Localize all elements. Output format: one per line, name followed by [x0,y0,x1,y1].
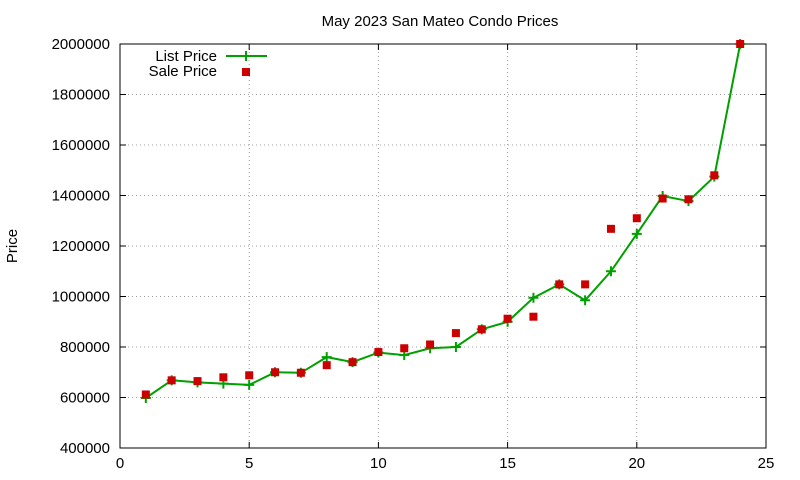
data-point-sale-price [658,194,667,203]
data-point-sale-price [451,329,460,338]
y-tick-label: 1600000 [52,137,110,154]
grid [120,44,766,448]
data-point-list-price [605,266,616,277]
legend-label-list-price: List Price [155,48,217,65]
data-point-sale-price [684,195,693,204]
series-line-list-price [145,43,742,399]
data-point-sale-price [219,373,228,382]
x-tick-label: 15 [499,455,516,472]
legend: List Price Sale Price [149,48,267,80]
data-point-sale-price [529,312,538,321]
data-point-sale-price [503,314,512,323]
legend-label-sale-price: Sale Price [149,63,217,80]
data-point-sale-price [348,358,357,367]
y-tick-label: 400000 [60,440,110,457]
legend-marker-sale-price [242,68,250,76]
data-point-list-price [580,295,591,306]
axis-ticks: 400000 600000 800000 1000000 1200000 1400000 1… [52,36,775,472]
data-point-sale-price [606,224,615,233]
data-point-sale-price [400,344,409,353]
x-tick-label: 5 [245,455,253,472]
chart-title: May 2023 San Mateo Condo Prices [322,13,559,30]
y-tick-label: 600000 [60,390,110,407]
data-point-sale-price [271,368,280,377]
x-tick-label: 25 [758,455,775,472]
x-tick-label: 20 [628,455,645,472]
data-point-sale-price [477,325,486,334]
data-point-sale-price [245,371,254,380]
y-axis-label: Price [4,229,21,263]
data-point-list-price [528,292,539,303]
data-point-sale-price [141,390,150,399]
data-point-sale-price [736,40,745,48]
data-point-list-price [631,228,642,239]
y-tick-label: 1400000 [52,188,110,205]
x-tick-label: 10 [370,455,387,472]
data-point-sale-price [710,171,719,180]
y-tick-label: 1000000 [52,289,110,306]
y-tick-label: 800000 [60,339,110,356]
data-point-sale-price [426,340,435,349]
legend-marker-list-price [241,51,251,61]
data-point-sale-price [296,368,305,377]
y-tick-label: 2000000 [52,36,110,53]
data-point-sale-price [322,361,331,370]
data-point-list-price [321,352,332,363]
y-tick-label: 1800000 [52,87,110,104]
data-point-list-price [244,379,255,390]
data-point-sale-price [632,214,641,223]
x-tick-label: 0 [116,455,124,472]
data-point-sale-price [374,348,383,357]
series [140,39,746,404]
data-point-sale-price [193,377,202,386]
data-point-sale-price [581,280,590,289]
data-point-sale-price [555,280,564,289]
y-tick-label: 1200000 [52,238,110,255]
data-point-list-price [450,342,461,352]
data-point-sale-price [167,376,176,385]
